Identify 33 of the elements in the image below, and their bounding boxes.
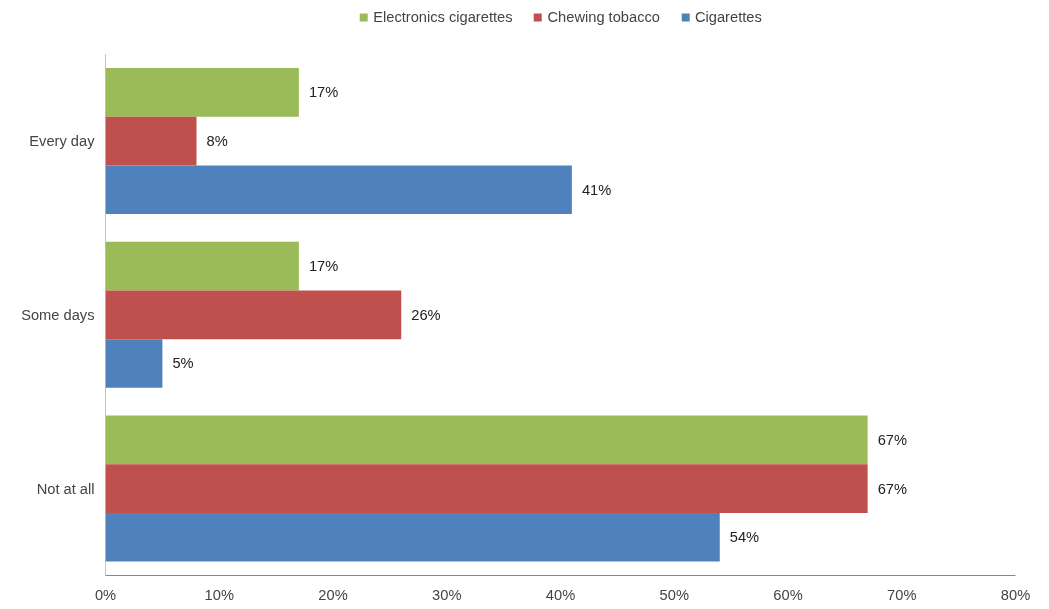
data-label: 17% xyxy=(308,84,339,101)
y-tick-label: Some days xyxy=(21,306,95,323)
bar xyxy=(105,464,868,513)
bar xyxy=(105,290,402,340)
x-tick-label: 80% xyxy=(1000,586,1031,603)
x-tick-label: 20% xyxy=(318,586,348,603)
bar xyxy=(105,68,299,117)
data-label: 17% xyxy=(308,258,339,275)
legend-label: Electronics cigarettes xyxy=(373,9,513,25)
x-tick-label: 10% xyxy=(204,586,234,603)
bar xyxy=(105,241,299,291)
bar xyxy=(105,116,197,166)
data-label: 67% xyxy=(877,480,907,497)
x-tick-label: 30% xyxy=(432,586,462,603)
data-label: 41% xyxy=(581,181,612,198)
legend-label: Cigarettes xyxy=(694,9,762,25)
x-tick-label: 40% xyxy=(545,586,576,603)
x-tick-label: 70% xyxy=(887,586,917,603)
bar xyxy=(105,339,163,388)
data-label: 8% xyxy=(206,133,228,150)
x-tick-label: 0% xyxy=(94,586,117,603)
data-label: 5% xyxy=(172,355,194,372)
legend-label: Chewing tobacco xyxy=(547,9,660,25)
data-label: 26% xyxy=(411,306,441,323)
data-label: 54% xyxy=(729,529,760,546)
y-tick-label: Not at all xyxy=(36,480,95,497)
bar xyxy=(105,415,868,465)
data-label: 67% xyxy=(877,431,907,448)
x-tick-label: 50% xyxy=(659,586,689,603)
x-tick-label: 60% xyxy=(773,586,803,603)
bar xyxy=(105,512,720,562)
y-tick-label: Every day xyxy=(29,133,96,150)
bar xyxy=(105,165,572,215)
